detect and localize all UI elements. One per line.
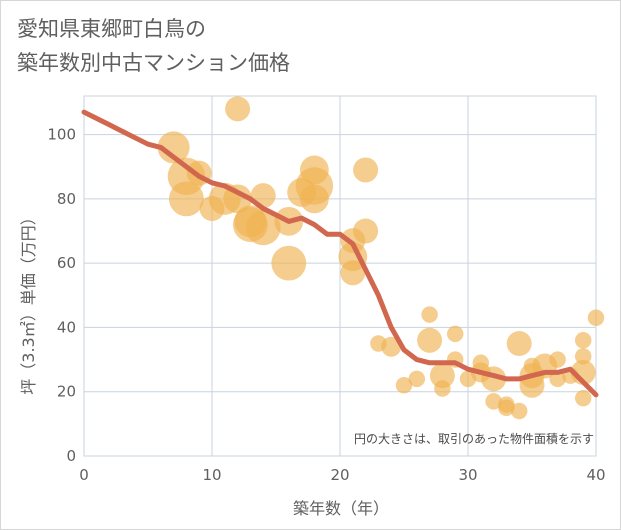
trend-line-layer [81, 109, 599, 398]
chart-title-line2: 築年数別中古マンション価格 [17, 51, 290, 75]
data-bubble [434, 380, 451, 397]
x-axis-title: 築年数（年） [293, 499, 389, 518]
data-bubble [168, 181, 204, 217]
y-axis-title: 坪（3.3㎡）単価（万円） [19, 209, 38, 394]
x-tick-label: 20 [330, 466, 349, 484]
data-bubble [340, 260, 366, 286]
trend-line [81, 109, 599, 398]
data-bubble [574, 389, 592, 407]
data-bubble [510, 402, 528, 420]
chart-title: 愛知県東郷町白鳥の 築年数別中古マンション価格 [17, 12, 290, 80]
y-tick-label: 40 [57, 318, 76, 336]
data-bubble [574, 348, 592, 365]
data-bubble [381, 336, 402, 357]
data-bubble [421, 306, 438, 323]
y-tick-label: 0 [66, 447, 76, 465]
data-bubble [271, 245, 307, 281]
data-bubble [223, 184, 252, 214]
x-tick-label: 40 [586, 466, 605, 484]
x-tick-label: 10 [202, 466, 221, 484]
data-bubble [549, 351, 566, 368]
data-bubble [506, 331, 532, 356]
data-bubble [498, 399, 515, 417]
size-note: 円の大きさは、取引のあった物件面積を示す [354, 431, 594, 446]
data-bubble [245, 210, 281, 246]
tick-labels: 0 10 20 30 40 0 20 40 60 80 100 [47, 126, 605, 484]
data-bubble [446, 325, 464, 343]
data-bubble [587, 309, 605, 327]
x-tick-label: 0 [79, 466, 89, 484]
y-tick-label: 60 [57, 254, 76, 272]
y-tick-label: 20 [57, 383, 76, 401]
y-tick-label: 100 [47, 126, 76, 144]
data-bubble [408, 370, 426, 388]
data-bubble [417, 327, 443, 353]
chart-title-line1: 愛知県東郷町白鳥の [17, 17, 206, 41]
data-bubble [485, 393, 502, 410]
data-bubble [429, 363, 455, 389]
data-bubble [300, 184, 329, 214]
x-tick-label: 30 [458, 466, 477, 484]
data-bubble [574, 332, 592, 349]
bubble-layer [157, 96, 605, 420]
data-bubble [225, 96, 251, 122]
data-bubble [353, 157, 379, 183]
y-tick-label: 80 [57, 190, 76, 208]
data-bubble [157, 131, 190, 164]
data-bubble [353, 218, 379, 244]
data-bubble [395, 377, 413, 394]
